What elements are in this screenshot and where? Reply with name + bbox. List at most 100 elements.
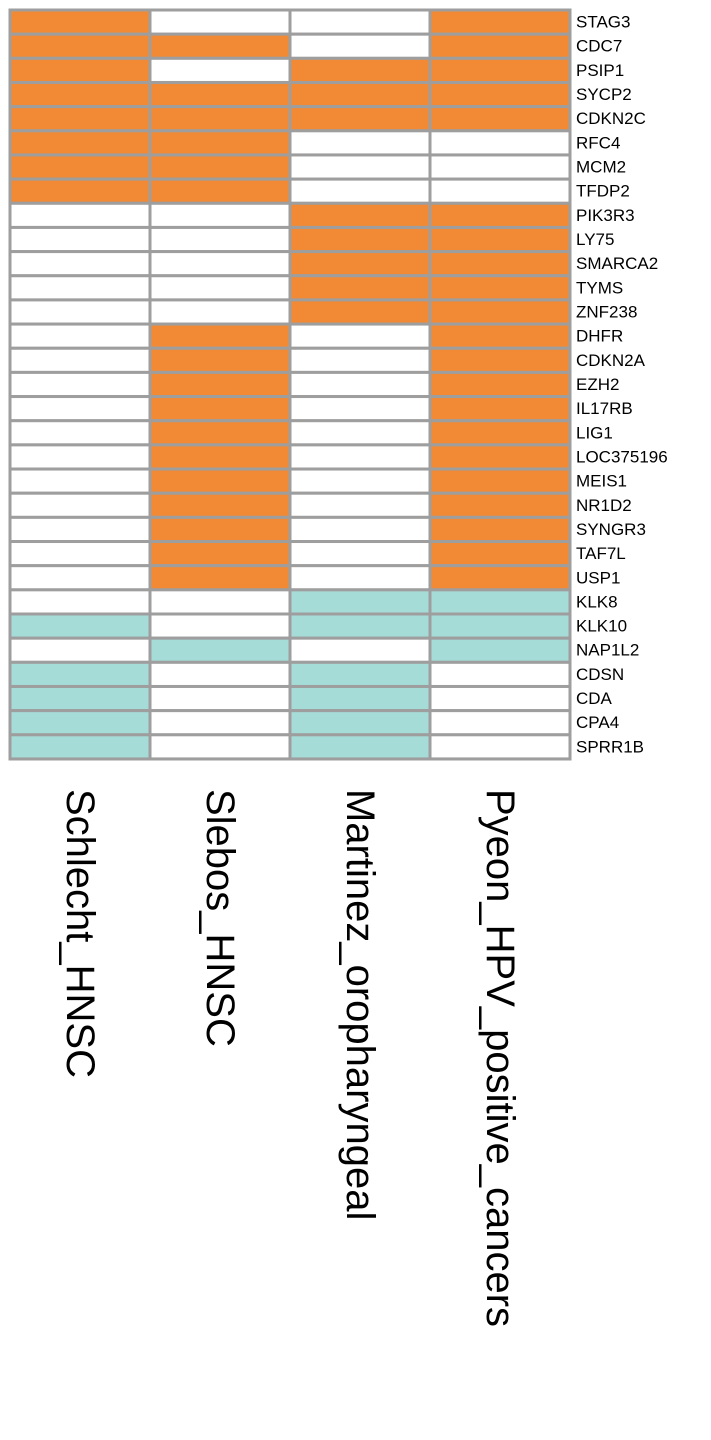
heatmap-cell-usp1-4 — [428, 564, 572, 592]
heatmap-cell-cdsn-3 — [288, 660, 432, 688]
heatmap-cell-lig1-1 — [8, 419, 152, 447]
heatmap-cell-znf238-2 — [148, 298, 292, 326]
heatmap-cell-usp1-1 — [8, 564, 152, 592]
heatmap-cell-nap1l2-3 — [288, 636, 432, 664]
heatmap-cell-cdsn-1 — [8, 660, 152, 688]
row-label-nr1d2: NR1D2 — [576, 496, 632, 515]
row-label-pik3r3: PIK3R3 — [576, 206, 635, 225]
heatmap-cell-klk8-2 — [148, 588, 292, 616]
heatmap-cell-klk10-3 — [288, 612, 432, 640]
heatmap-cell-klk10-1 — [8, 612, 152, 640]
heatmap-cell-klk8-3 — [288, 588, 432, 616]
heatmap-cell-cda-3 — [288, 684, 432, 713]
heatmap-cell-cdkn2a-2 — [148, 346, 292, 374]
row-label-cdkn2a: CDKN2A — [576, 351, 646, 370]
heatmap-cell-cdkn2c-1 — [8, 105, 152, 133]
heatmap-cell-psip1-3 — [288, 56, 432, 84]
heatmap-cell-dhfr-3 — [288, 322, 432, 350]
row-label-taf7l: TAF7L — [576, 544, 626, 563]
heatmap-cell-ly75-3 — [288, 225, 432, 254]
row-label-meis1: MEIS1 — [576, 472, 627, 491]
heatmap-cell-psip1-2 — [148, 56, 292, 84]
heatmap-cell-mcm2-3 — [288, 153, 432, 181]
heatmap-cell-syngr3-1 — [8, 515, 152, 544]
heatmap-cell-usp1-3 — [288, 564, 432, 592]
heatmap-cell-sycp2-4 — [428, 80, 572, 109]
heatmap-cell-taf7l-3 — [288, 540, 432, 568]
heatmap-cell-cdkn2c-3 — [288, 105, 432, 133]
heatmap-cell-cdc7-3 — [288, 32, 432, 60]
heatmap-cell-nr1d2-1 — [8, 491, 152, 519]
heatmap-cell-meis1-2 — [148, 467, 292, 495]
heatmap-cell-stag3-4 — [428, 8, 572, 36]
row-label-cda: CDA — [576, 689, 613, 708]
heatmap-cell-loc375196-4 — [428, 443, 572, 471]
column-label-3: Martinez_oropharyngeal — [338, 789, 382, 1220]
heatmap-cell-cdc7-4 — [428, 32, 572, 60]
heatmap-cell-tyms-3 — [288, 274, 432, 302]
heatmap-cell-meis1-3 — [288, 467, 432, 495]
heatmap-cell-smarca2-4 — [428, 250, 572, 278]
heatmap-cell-cda-4 — [428, 684, 572, 713]
heatmap-cell-znf238-4 — [428, 298, 572, 326]
heatmap-cell-sycp2-3 — [288, 80, 432, 109]
row-label-cdkn2c: CDKN2C — [576, 109, 646, 128]
heatmap-cell-klk10-2 — [148, 612, 292, 640]
heatmap-cell-cda-1 — [8, 684, 152, 713]
heatmap-cell-rfc4-3 — [288, 129, 432, 157]
heatmap-cell-znf238-1 — [8, 298, 152, 326]
row-label-cpa4: CPA4 — [576, 713, 619, 732]
heatmap-cell-il17rb-4 — [428, 395, 572, 423]
heatmap-cell-ezh2-4 — [428, 370, 572, 399]
row-label-ly75: LY75 — [576, 230, 614, 249]
heatmap-cell-cpa4-1 — [8, 709, 152, 737]
row-label-smarca2: SMARCA2 — [576, 254, 658, 273]
heatmap-cell-cpa4-3 — [288, 709, 432, 737]
heatmap-cell-smarca2-2 — [148, 250, 292, 278]
heatmap-cell-lig1-3 — [288, 419, 432, 447]
heatmap-cell-sprr1b-4 — [428, 733, 572, 761]
heatmap-cell-cdsn-2 — [148, 660, 292, 688]
heatmap-cell-cdkn2a-3 — [288, 346, 432, 374]
heatmap-cell-meis1-4 — [428, 467, 572, 495]
heatmap-cell-nap1l2-1 — [8, 636, 152, 664]
heatmap-cell-il17rb-3 — [288, 395, 432, 423]
row-label-klk8: KLK8 — [576, 592, 618, 611]
heatmap-cell-cdc7-2 — [148, 32, 292, 60]
row-label-loc375196: LOC375196 — [576, 447, 668, 466]
row-label-psip1: PSIP1 — [576, 61, 624, 80]
row-label-tyms: TYMS — [576, 278, 623, 297]
heatmap-cell-ezh2-1 — [8, 370, 152, 399]
heatmap-cell-cdkn2c-2 — [148, 105, 292, 133]
row-label-cdc7: CDC7 — [576, 37, 622, 56]
heatmap-cell-stag3-2 — [148, 8, 292, 36]
row-label-sycp2: SYCP2 — [576, 85, 632, 104]
heatmap-cell-taf7l-1 — [8, 540, 152, 568]
heatmap-cell-pik3r3-2 — [148, 201, 292, 229]
heatmap-cell-nr1d2-4 — [428, 491, 572, 519]
heatmap-cell-cdkn2a-1 — [8, 346, 152, 374]
heatmap-cell-smarca2-3 — [288, 250, 432, 278]
column-label-2: Slebos_HNSC — [198, 789, 242, 1047]
heatmap-cell-rfc4-1 — [8, 129, 152, 157]
row-label-dhfr: DHFR — [576, 327, 623, 346]
heatmap-border — [8, 8, 572, 761]
row-label-znf238: ZNF238 — [576, 303, 637, 322]
row-label-il17rb: IL17RB — [576, 399, 633, 418]
heatmap-cell-loc375196-3 — [288, 443, 432, 471]
heatmap-cell-tyms-4 — [428, 274, 572, 302]
heatmap-cell-klk8-4 — [428, 588, 572, 616]
heatmap-cell-tyms-1 — [8, 274, 152, 302]
heatmap-cell-nr1d2-2 — [148, 491, 292, 519]
heatmap-cell-sprr1b-2 — [148, 733, 292, 761]
column-label-1: Schlecht_HNSC — [58, 789, 102, 1078]
heatmap-cell-cdsn-4 — [428, 660, 572, 688]
heatmap-cell-tfdp2-3 — [288, 177, 432, 205]
heatmap-cell-tfdp2-4 — [428, 177, 572, 205]
row-labels: STAG3 CDC7 PSIP1 SYCP2 CDKN2C RFC4 MCM2 TFDP2 PI… — [576, 13, 668, 757]
heatmap-cell-il17rb-2 — [148, 395, 292, 423]
heatmap-cell-klk8-1 — [8, 588, 152, 616]
heatmap-cell-nr1d2-3 — [288, 491, 432, 519]
heatmap-cell-sycp2-1 — [8, 80, 152, 109]
